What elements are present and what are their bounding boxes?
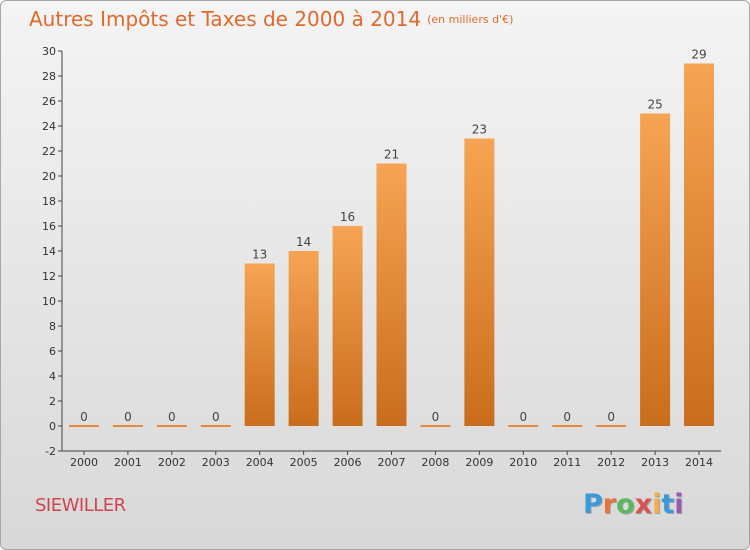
x-tick-label: 2005 xyxy=(290,456,318,469)
x-tick-label: 2014 xyxy=(685,456,713,469)
y-tick-label: 30 xyxy=(42,45,56,58)
x-tick-label: 2011 xyxy=(553,456,581,469)
y-tick-label: -2 xyxy=(45,445,56,458)
x-tick-label: 2000 xyxy=(70,456,98,469)
data-label: 14 xyxy=(296,235,311,249)
bar xyxy=(68,425,99,427)
data-label: 0 xyxy=(563,410,571,424)
bar xyxy=(508,425,539,427)
y-tick-label: 14 xyxy=(42,245,56,258)
bar xyxy=(420,425,451,427)
logo-letter: P xyxy=(583,489,603,520)
bar xyxy=(640,113,671,426)
logo-letter: x xyxy=(634,489,653,520)
x-tick-label: 2010 xyxy=(509,456,537,469)
y-tick-label: 16 xyxy=(42,220,56,233)
data-label: 0 xyxy=(212,410,220,424)
data-label: 29 xyxy=(691,48,706,62)
y-tick-label: 0 xyxy=(49,420,56,433)
chart-title: Autres Impôts et Taxes de 2000 à 2014 (en… xyxy=(29,7,513,31)
bar xyxy=(464,138,495,426)
data-label: 0 xyxy=(80,410,88,424)
data-label: 0 xyxy=(168,410,176,424)
y-tick-label: 24 xyxy=(42,120,56,133)
bar xyxy=(332,226,363,426)
y-tick-label: 22 xyxy=(42,145,56,158)
data-label: 25 xyxy=(647,98,662,112)
y-tick-label: 10 xyxy=(42,295,56,308)
bar xyxy=(112,425,143,427)
logo-letter: r xyxy=(602,489,617,520)
chart-bars: 0 0 0 0 13 14 16 21 0 23 0 0 0 25 29 xyxy=(68,48,715,427)
bar xyxy=(596,425,627,427)
data-label: 13 xyxy=(252,248,267,262)
x-tick-label: 2001 xyxy=(114,456,142,469)
y-tick-label: 12 xyxy=(42,270,56,283)
x-tick-label: 2006 xyxy=(334,456,362,469)
x-tick-label: 2012 xyxy=(597,456,625,469)
chart-title-text: Autres Impôts et Taxes de 2000 à 2014 xyxy=(29,7,422,31)
y-tick-label: 2 xyxy=(49,395,56,408)
y-tick-label: 8 xyxy=(49,320,56,333)
data-label: 0 xyxy=(607,410,615,424)
bar xyxy=(244,263,275,426)
data-label: 21 xyxy=(384,148,399,162)
y-tick-label: 20 xyxy=(42,170,56,183)
x-tick-label: 2009 xyxy=(465,456,493,469)
data-label: 0 xyxy=(124,410,132,424)
bar xyxy=(684,63,715,426)
data-label: 0 xyxy=(432,410,440,424)
data-label: 0 xyxy=(519,410,527,424)
x-tick-label: 2002 xyxy=(158,456,186,469)
y-tick-label: 28 xyxy=(42,70,56,83)
bar xyxy=(200,425,231,427)
logo-letter: t xyxy=(661,489,675,520)
x-tick-label: 2013 xyxy=(641,456,669,469)
town-name: SIEWILLER xyxy=(35,495,126,516)
bar xyxy=(552,425,583,427)
y-tick-label: 6 xyxy=(49,345,56,358)
logo-letter: i xyxy=(674,489,684,520)
data-label: 23 xyxy=(472,123,487,137)
y-tick-label: 18 xyxy=(42,195,56,208)
x-tick-label: 2003 xyxy=(202,456,230,469)
x-tick-label: 2007 xyxy=(378,456,406,469)
y-tick-label: 26 xyxy=(42,95,56,108)
proxiti-logo: Proxiti xyxy=(583,489,684,520)
data-label: 16 xyxy=(340,210,355,224)
bar xyxy=(288,251,319,426)
x-tick-label: 2008 xyxy=(421,456,449,469)
bar xyxy=(376,163,407,426)
logo-letter: i xyxy=(652,489,662,520)
chart-subtitle: (en milliers d'€) xyxy=(427,13,514,26)
bar xyxy=(156,425,187,427)
x-tick-label: 2004 xyxy=(246,456,274,469)
y-tick-label: 4 xyxy=(49,370,56,383)
logo-letter: o xyxy=(616,489,635,520)
